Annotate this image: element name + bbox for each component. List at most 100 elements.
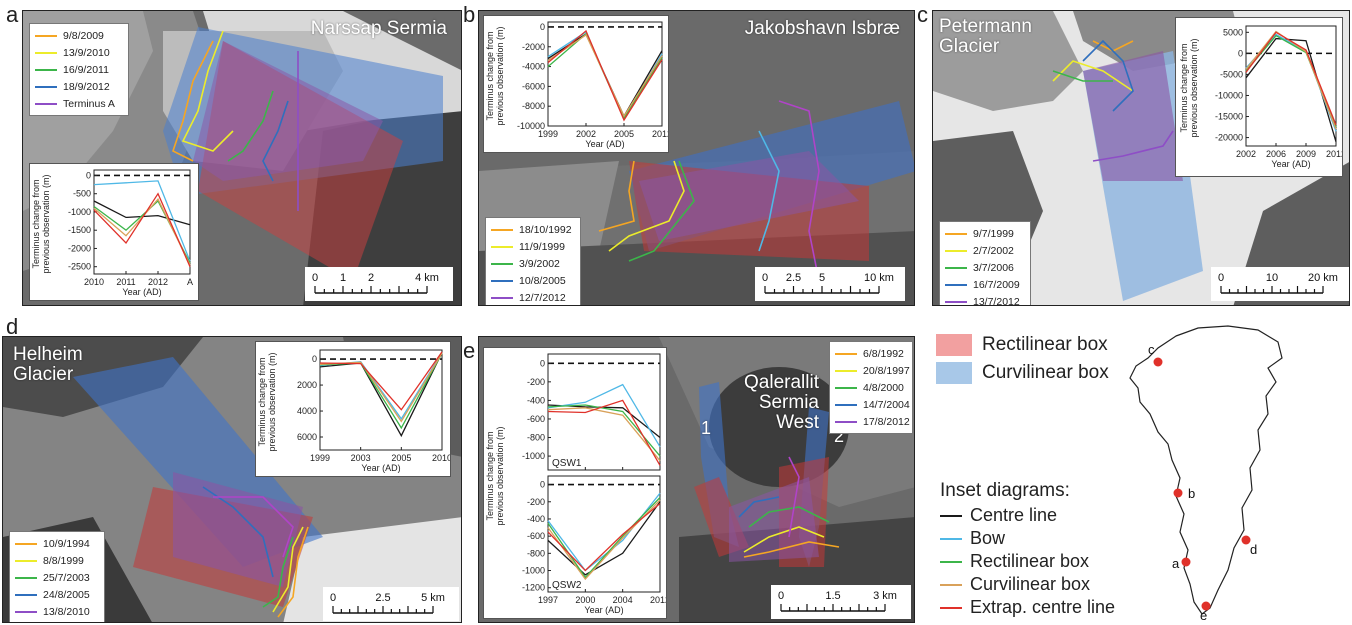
- series-line: [1245, 34, 1337, 128]
- legend-label: 18/9/2012: [63, 80, 110, 93]
- inset-svg-e: 0 -200 -400 -600 -800 -1000 QSW1 0 -200 -400 -600 -…: [485, 353, 670, 615]
- terminus-line-b-1: [598, 160, 635, 232]
- terminus-line-e-5: [788, 456, 800, 538]
- legend-label: Terminus A: [63, 97, 115, 110]
- legend-item: 20/8/1997: [835, 362, 910, 379]
- legend-swatch: [945, 232, 967, 235]
- y-tick-label: -15000: [1215, 112, 1243, 122]
- legend-label: 6/8/1992: [863, 347, 904, 360]
- legend-item: 18/9/2012: [35, 78, 123, 95]
- terminus-line-b-2: [608, 160, 685, 252]
- series-line: [547, 497, 661, 579]
- y-axis-label-line: previous observation (m): [41, 174, 51, 273]
- y-axis-label-line: previous observation (m): [267, 352, 277, 451]
- legend-label: 8/8/1999: [43, 554, 84, 567]
- x-tick-label: 2012: [650, 595, 666, 605]
- scalebar-label: 0: [762, 272, 768, 284]
- terminus-line-c-5: [1092, 130, 1174, 162]
- map-site-label: d: [1250, 542, 1257, 557]
- y-axis-label-line: previous observation (m): [495, 26, 505, 125]
- scalebar-svg-b: 0 2.5 5 10 km: [762, 272, 894, 294]
- y-tick-label: 0: [312, 354, 317, 364]
- scalebar-svg-c: 0 10 20 km: [1218, 272, 1338, 294]
- x-tick-label: 2010: [432, 453, 450, 463]
- y-tick-label: 5000: [1223, 27, 1243, 37]
- overlap-b: [639, 151, 859, 241]
- x-axis-label: Year (AD): [584, 605, 623, 615]
- legend-item: 13/7/2012: [945, 293, 1025, 305]
- inset-chart-b: 0 -2000 -4000 -6000 -8000 -10000 1999 2002 2005 2…: [483, 15, 672, 153]
- y-tick-label: -200: [527, 497, 545, 507]
- key-curvilinear-box: Curvilinear box: [936, 362, 1109, 384]
- legend-item: 10/8/2005: [491, 272, 575, 289]
- terminus-line-d-5: [213, 496, 294, 558]
- y-tick-label: -8000: [522, 101, 545, 111]
- legend-swatch: [35, 34, 57, 37]
- scalebar-e: 0 1.5 3 km: [771, 585, 911, 619]
- series-line: [547, 499, 661, 581]
- greenland-outline: [1129, 325, 1283, 615]
- key-rectilinear-box: Rectilinear box: [936, 334, 1108, 356]
- inset-key-label: Bow: [970, 528, 1006, 548]
- legend-item: 3/9/2002: [491, 255, 575, 272]
- glacier-name-line: Jakobshavn Isbræ: [744, 18, 900, 39]
- x-tick-label: 2002: [1236, 149, 1256, 159]
- inset-key-label: Centre line: [970, 505, 1058, 525]
- glacier-name-line: Glacier: [13, 363, 74, 385]
- x-axis-label: Year (AD): [585, 139, 624, 149]
- x-tick-label: 2004: [613, 595, 633, 605]
- map-site-label: c: [1148, 342, 1155, 357]
- series-line: [319, 352, 443, 438]
- y-tick-label: -4000: [522, 62, 545, 72]
- scalebar-b: 0 2.5 5 10 km: [755, 267, 905, 301]
- scalebar-svg-e: 0 1.5 3 km: [778, 590, 897, 612]
- legend-item: 6/8/1992: [835, 345, 907, 362]
- panel-letter-d: d: [6, 314, 19, 339]
- legend-item: 8/8/1999: [15, 552, 99, 569]
- terminus-line-b-4: [758, 130, 780, 252]
- series-line: [319, 351, 443, 411]
- legend-swatch: [491, 262, 513, 265]
- scalebar-label: 2.5: [786, 272, 801, 284]
- glacier-name-line: Petermann: [939, 16, 1032, 37]
- glacier-name-line: Glacier: [939, 35, 1000, 57]
- terminus-line-e-4: [738, 496, 780, 518]
- legend-d: 10/9/1994 8/8/1999 25/7/2003 24/8/2005 13/8/…: [9, 531, 105, 622]
- terminus-line-e-1: [743, 541, 840, 558]
- y-axis-label-line: previous observation (m): [495, 426, 505, 525]
- y-tick-label: -6000: [522, 81, 545, 91]
- panel-c-image: Petermann Glacier 5000 0 -5000 -10000 -15000…: [932, 10, 1350, 306]
- greenland-map-svg: c b d a e: [1129, 325, 1283, 623]
- legend-item: 14/7/2004: [835, 396, 910, 413]
- series-line: [93, 199, 191, 264]
- legend-swatch: [835, 369, 857, 372]
- y-axis-label: Terminus change from previous observation…: [1179, 38, 1199, 137]
- x-tick-label: 1997: [538, 595, 558, 605]
- inset-key-swatch: [940, 560, 962, 563]
- inset-chart-a: 0 -500 -1000 -1500 -2000 -2500 2010 2011 2012 A Ye…: [29, 163, 199, 301]
- inset-key-title: Inset diagrams:: [940, 480, 1070, 501]
- legend-item: 3/7/2006: [945, 259, 1025, 276]
- key-swatch-rectilinear: [936, 334, 972, 356]
- y-tick-label: 4000: [297, 406, 317, 416]
- legend-label: 10/9/1994: [43, 537, 90, 550]
- inset-svg-c: 5000 0 -5000 -10000 -15000 -20000 2002 2006 2009…: [1179, 25, 1346, 169]
- series-line: [547, 29, 663, 122]
- series-line: [1245, 31, 1337, 126]
- glacier-name-line: Qalerallit Sermia: [744, 372, 819, 413]
- scalebar-c: 0 10 20 km: [1211, 267, 1349, 301]
- inset-key-label: Rectilinear box: [970, 551, 1090, 571]
- y-axis-label: Terminus change from previous observation…: [31, 174, 51, 273]
- scalebar-label: 20 km: [1308, 272, 1338, 284]
- series-line: [93, 180, 191, 262]
- terminus-line-c-4: [1082, 39, 1134, 112]
- legend-swatch: [35, 85, 57, 88]
- y-tick-label: -5000: [1220, 69, 1243, 79]
- x-axis-label: Year (AD): [361, 463, 400, 473]
- y-axis-label: Terminus change from previous observation…: [485, 26, 505, 125]
- y-tick-label: -2500: [68, 262, 91, 272]
- terminus-line-c-3: [1052, 70, 1113, 82]
- x-tick-label: 2011: [116, 277, 135, 287]
- terminus-line-e-3: [748, 506, 830, 528]
